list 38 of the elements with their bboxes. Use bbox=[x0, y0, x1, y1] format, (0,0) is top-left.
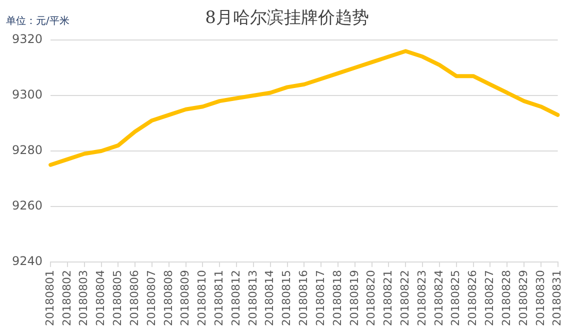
x-tick-label: 20180825 bbox=[449, 270, 462, 326]
x-tick-label: 20180827 bbox=[483, 270, 496, 326]
x-tick-label: 20180809 bbox=[178, 270, 192, 326]
y-tick-label: 9240 bbox=[12, 254, 43, 268]
x-tick-label: 20180811 bbox=[212, 270, 226, 326]
x-tick-label: 20180823 bbox=[415, 270, 428, 326]
x-tick-label: 20180831 bbox=[550, 270, 564, 326]
x-tick-label: 20180814 bbox=[263, 270, 276, 326]
x-tick-label: 20180828 bbox=[500, 270, 513, 326]
x-tick-label: 20180826 bbox=[466, 270, 480, 326]
x-tick-label: 20180803 bbox=[77, 270, 90, 326]
y-tick-label: 9320 bbox=[12, 32, 43, 46]
x-tick-label: 20180822 bbox=[398, 270, 412, 326]
x-tick-label: 20180815 bbox=[280, 270, 294, 326]
x-tick-label: 20180818 bbox=[330, 270, 344, 326]
x-tick-label: 20180820 bbox=[364, 270, 378, 326]
text: 单位：元/平米 bbox=[6, 14, 70, 28]
x-tick-label: 20180819 bbox=[348, 270, 361, 326]
x-tick-label: 20180807 bbox=[144, 270, 158, 326]
y-tick-label: 9280 bbox=[12, 143, 43, 158]
x-tick-label: 20180810 bbox=[196, 270, 209, 326]
x-tick-label: 20180808 bbox=[162, 270, 175, 326]
x-tick-label: 20180830 bbox=[534, 270, 547, 326]
x-tick-label: 20180812 bbox=[229, 270, 242, 326]
x-tick-label: 20180824 bbox=[432, 270, 446, 326]
y-tick-label: 9300 bbox=[12, 88, 43, 102]
x-tick-label: 20180804 bbox=[94, 270, 108, 326]
x-tick-label: 20180805 bbox=[111, 270, 124, 326]
x-tick-label: 20180813 bbox=[246, 270, 260, 326]
x-tick-label: 20180802 bbox=[60, 270, 74, 326]
chart-title: 8月哈尔滨挂牌价趋势 bbox=[205, 8, 369, 28]
y-tick-label: 9260 bbox=[12, 198, 43, 213]
x-tick-label: 20180821 bbox=[382, 270, 395, 326]
x-tick-label: 20180817 bbox=[314, 270, 327, 326]
x-tick-label: 20180806 bbox=[128, 270, 141, 326]
x-tick-label: 20180801 bbox=[43, 270, 56, 326]
x-tick-label: 20180816 bbox=[297, 270, 310, 326]
x-tick-label: 20180829 bbox=[516, 270, 530, 326]
